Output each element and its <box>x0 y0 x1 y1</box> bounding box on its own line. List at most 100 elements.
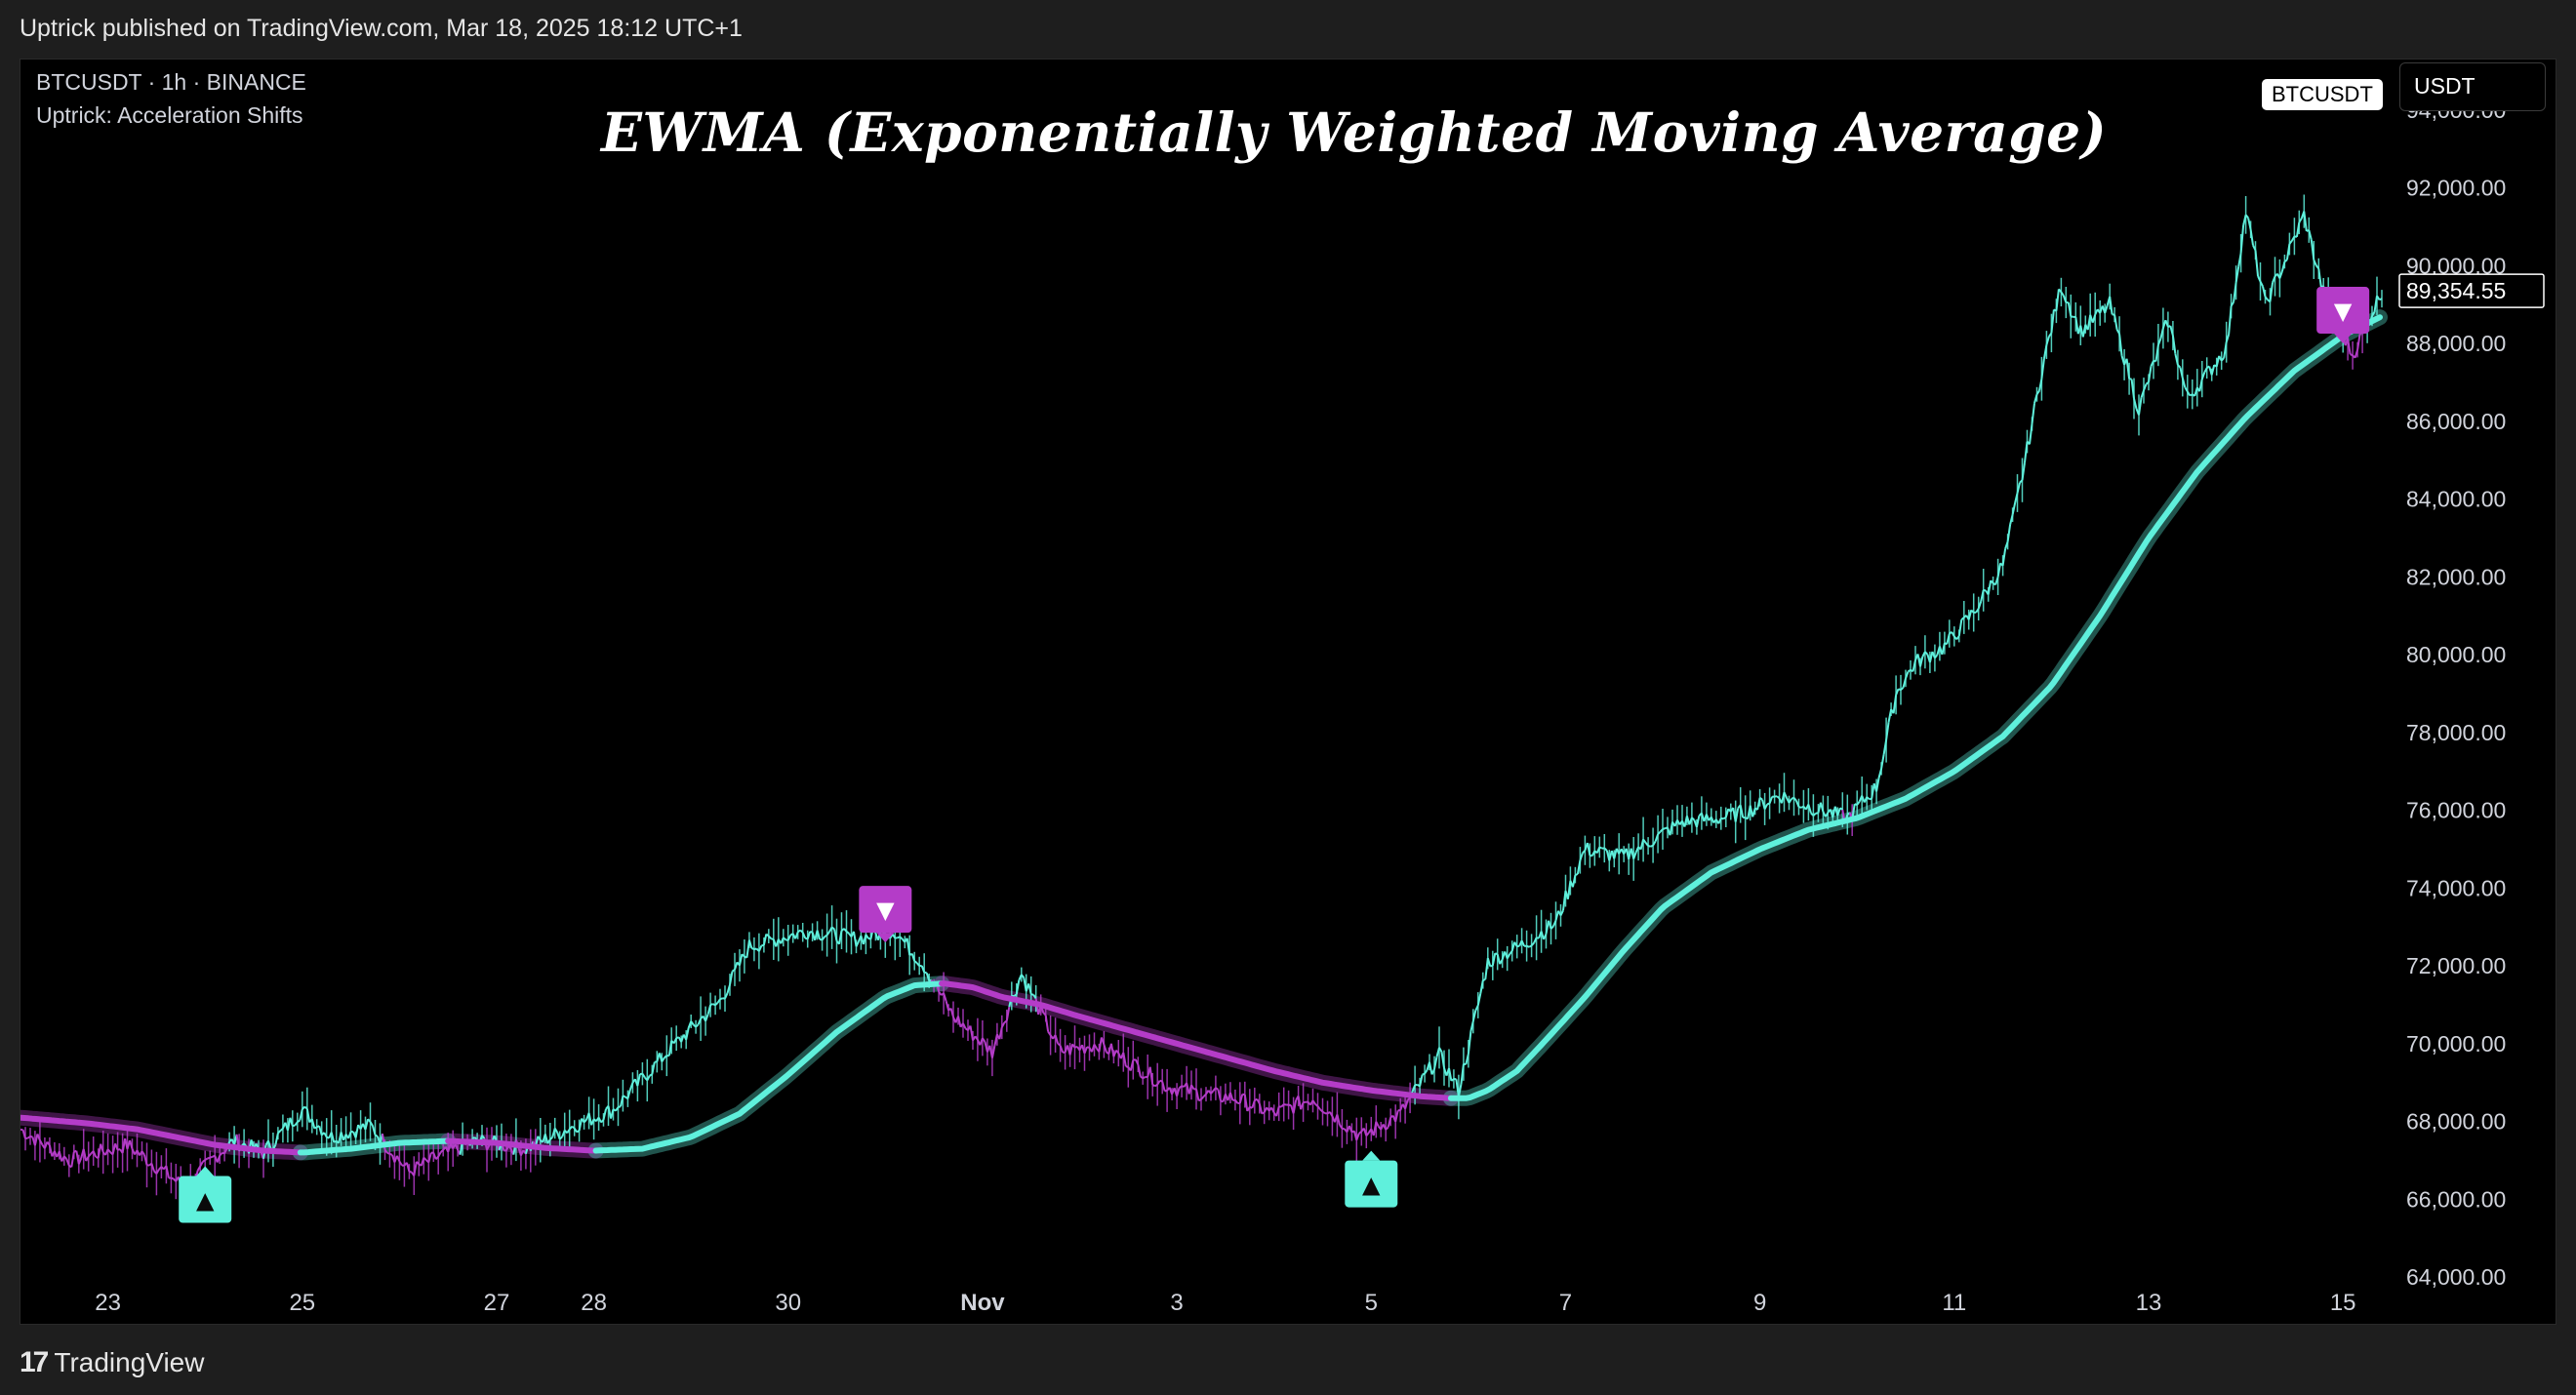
price-segment <box>1792 797 1797 802</box>
price-segment <box>1652 840 1657 847</box>
price-segment <box>821 936 825 941</box>
price-segment <box>1424 1069 1429 1075</box>
price-segment <box>2244 214 2249 219</box>
price-segment <box>1156 1080 1161 1086</box>
price-segment <box>364 1118 369 1131</box>
currency-button[interactable]: USDT <box>2399 62 2546 111</box>
price-segment <box>1919 656 1924 667</box>
price-segment <box>762 934 768 946</box>
price-segment <box>1812 812 1817 817</box>
price-segment <box>573 1127 578 1134</box>
price-segment <box>646 1075 651 1081</box>
price-segment <box>1210 1090 1215 1095</box>
price-segment <box>1579 853 1584 861</box>
price-segment <box>1336 1114 1341 1126</box>
price-segment <box>2230 301 2234 307</box>
price-segment <box>82 1148 88 1162</box>
price-segment <box>1530 941 1535 946</box>
tradingview-logo-icon: 17 <box>20 1346 49 1378</box>
price-segment <box>1044 1015 1050 1032</box>
y-tick-label: 66,000.00 <box>2406 1186 2506 1212</box>
price-segment <box>1059 1045 1065 1054</box>
y-tick-label: 80,000.00 <box>2406 642 2506 667</box>
y-tick-label: 84,000.00 <box>2406 487 2506 512</box>
price-segment <box>1491 952 1497 966</box>
price-segment <box>2104 304 2109 314</box>
price-segment <box>1297 1096 1303 1110</box>
footer-bar: 17 TradingView <box>0 1325 2576 1395</box>
y-tick-label: 88,000.00 <box>2406 331 2506 356</box>
price-segment <box>1734 808 1740 822</box>
price-segment <box>2050 309 2055 334</box>
price-segment <box>602 1108 607 1121</box>
price-segment <box>1798 806 1802 809</box>
price-segment <box>1506 953 1511 959</box>
price-segment <box>1632 852 1637 859</box>
y-tick-label: 86,000.00 <box>2406 409 2506 434</box>
price-segment <box>1161 1081 1166 1092</box>
price-segment <box>1404 1099 1409 1109</box>
indicator-legend[interactable]: Uptrick: Acceleration Shifts <box>36 102 303 128</box>
price-segment <box>155 1169 160 1175</box>
header-bar: Uptrick published on TradingView.com, Ma… <box>0 0 2576 59</box>
price-segment <box>1467 1030 1472 1055</box>
price-segment <box>786 935 792 941</box>
price-segment <box>486 1144 491 1151</box>
price-segment <box>685 1027 690 1040</box>
price-segment <box>24 1136 28 1140</box>
price-segment <box>1934 654 1939 659</box>
symbol-legend[interactable]: BTCUSDT · 1h · BINANCE <box>36 69 306 95</box>
y-tick-label: 70,000.00 <box>2406 1031 2506 1056</box>
price-segment <box>753 947 757 951</box>
price-segment <box>1448 1067 1453 1082</box>
price-segment <box>1554 910 1559 921</box>
price-segment <box>1691 817 1696 821</box>
price-segment <box>675 1036 680 1040</box>
price-segment <box>1316 1105 1321 1110</box>
price-segment <box>1720 817 1724 820</box>
price-segment <box>409 1171 413 1174</box>
price-segment <box>1807 804 1812 814</box>
chart-canvas[interactable]: ▲ ▼ ▲ ▼ 64,000.00 66,000.00 68,000.00 70,000.0… <box>20 60 2556 1324</box>
price-segment <box>1471 1010 1477 1022</box>
chart-frame[interactable]: ▲ ▼ ▲ ▼ 64,000.00 66,000.00 68,000.00 70,000.0… <box>20 59 2556 1325</box>
price-segment <box>1642 838 1647 844</box>
price-segment <box>1763 803 1768 810</box>
price-segment <box>757 944 763 952</box>
price-segment <box>389 1152 393 1156</box>
price-segment <box>305 1108 311 1123</box>
price-segment <box>2031 403 2035 424</box>
arrow-down-icon: ▼ <box>2334 298 2353 325</box>
tradingview-logo[interactable]: 17 TradingView <box>20 1346 204 1379</box>
marker-pointer <box>1362 1150 1381 1161</box>
marker-box <box>859 886 912 934</box>
price-segment <box>553 1128 559 1134</box>
arrow-up-icon: ▲ <box>1362 1172 1381 1199</box>
price-segment <box>2210 364 2216 376</box>
price-segment <box>2006 524 2012 542</box>
price-segment <box>1613 848 1618 859</box>
price-segment <box>2200 372 2206 379</box>
price-segment <box>427 1152 432 1163</box>
price-segment <box>2239 224 2245 254</box>
price-segment <box>734 961 739 971</box>
price-segment <box>1394 1110 1399 1123</box>
price-segment <box>1486 957 1492 967</box>
price-segment <box>374 1134 379 1137</box>
ewma-segment <box>445 1137 599 1154</box>
ewma-segment <box>592 980 946 1154</box>
price-segment <box>1365 1132 1370 1136</box>
price-segment <box>2303 211 2308 232</box>
price-segment <box>2074 316 2079 335</box>
price-segment <box>171 1176 175 1180</box>
price-segment <box>1768 796 1774 804</box>
price-segment <box>383 1148 388 1154</box>
price-segment <box>626 1089 631 1099</box>
price-segment <box>199 1161 204 1167</box>
price-segment <box>1545 920 1550 935</box>
price-segment <box>1520 939 1526 947</box>
price-segment <box>661 1056 665 1062</box>
ewma-glow-layer <box>20 309 2388 1161</box>
price-segment <box>92 1150 98 1158</box>
price-segment <box>1885 721 1890 740</box>
